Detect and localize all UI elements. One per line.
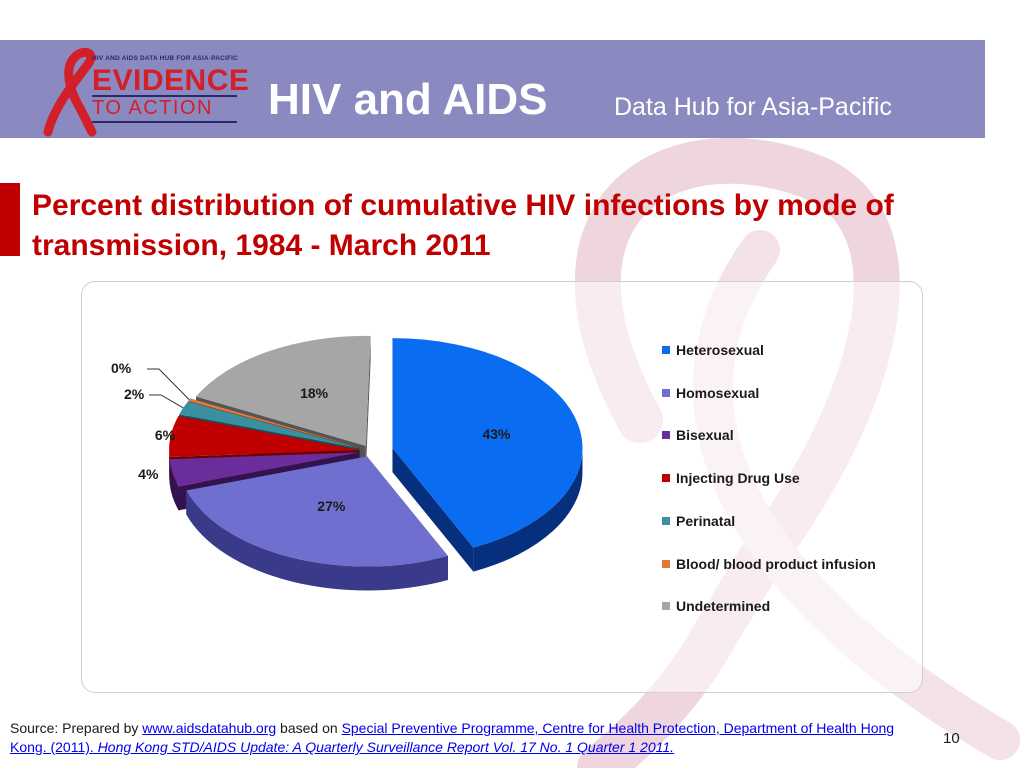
legend-label: Undetermined [676,598,771,615]
pie-slice-edge-heterosexual [392,448,474,572]
legend-label: Injecting Drug Use [676,470,800,487]
pie-label-blood-blood-product-infusion: 0% [111,360,132,376]
pie-slice-bisexual [169,452,360,487]
red-ribbon-logo-icon [43,48,97,137]
header-subtitle: Data Hub for Asia-Pacific [614,93,892,121]
leader-line-perinatal [149,394,184,409]
source-middle: based on [276,720,342,736]
slide-title: Percent distribution of cumulative HIV i… [32,189,894,262]
source-link-aidsdatahub[interactable]: www.aidsdatahub.org [142,720,277,736]
source-link-report[interactable]: Hong Kong STD/AIDS Update: A Quarterly S… [97,739,675,755]
header-title: HIV and AIDS [268,75,548,124]
legend-swatch [662,431,670,440]
logo-divider [92,95,237,97]
legend-item-undetermined: Undetermined [662,598,770,614]
pie-label-homosexual: 27% [317,497,346,514]
pie-label-injecting-drug-use: 6% [154,427,176,444]
pie-slice-side-heterosexual [473,448,583,572]
title-accent-bar [0,183,20,256]
legend-item-bisexual: Bisexual [662,427,734,443]
pie-slice-homosexual [186,456,448,567]
pie-label-heterosexual: 43% [482,425,511,442]
pie-slice-side-bisexual [169,459,179,511]
pie-slice-undetermined [196,335,371,446]
pie-slice-perinatal [179,401,360,449]
legend-label: Bisexual [676,427,734,444]
legend-label: Perinatal [676,512,736,529]
pie-label-bisexual: 4% [138,466,159,483]
legend-swatch [662,474,670,483]
logo-tagline: HIV AND AIDS DATA HUB FOR ASIA-PACIFIC [92,55,239,62]
legend-label: Blood/ blood product infusion [676,555,876,572]
legend-label: Homosexual [676,384,760,401]
pie-slice-blood-blood-product-infusion [188,398,361,448]
logo-evidence-text: EVIDENCE [92,64,250,97]
legend-swatch [662,388,670,397]
legend-swatch [662,559,670,568]
legend-swatch [662,516,670,525]
pie-slice-heterosexual [392,338,583,548]
legend-item-injecting-drug-use: Injecting Drug Use [662,470,800,486]
source-note: Source: Prepared by www.aidsdatahub.org … [10,719,920,757]
legend-item-blood-blood-product-infusion: Blood/ blood product infusion [662,556,876,572]
logo-divider [92,121,237,123]
pie-slice-injecting-drug-use [169,416,360,458]
legend-swatch [662,602,670,611]
leader-line-blood-blood-product-infusion [147,368,190,401]
legend-item-perinatal: Perinatal [662,513,735,529]
legend-item-homosexual: Homosexual [662,385,759,401]
logo-to-action-text: TO ACTION [92,97,213,119]
page-number: 10 [943,730,960,747]
pie-chart [147,335,583,591]
pie-label-perinatal: 2% [124,386,145,402]
legend-swatch [662,346,670,354]
legend-item-heterosexual: Heterosexual [662,342,764,358]
source-prefix: Source: Prepared by [10,720,143,736]
pie-slice-side-homosexual [186,490,448,591]
pie-slice-edge-undetermined [365,335,371,470]
source-link-chp[interactable]: Special Preventive Programme, Centre for… [10,720,895,755]
pie-label-undetermined: 18% [300,384,329,401]
legend-label: Heterosexual [676,342,764,358]
